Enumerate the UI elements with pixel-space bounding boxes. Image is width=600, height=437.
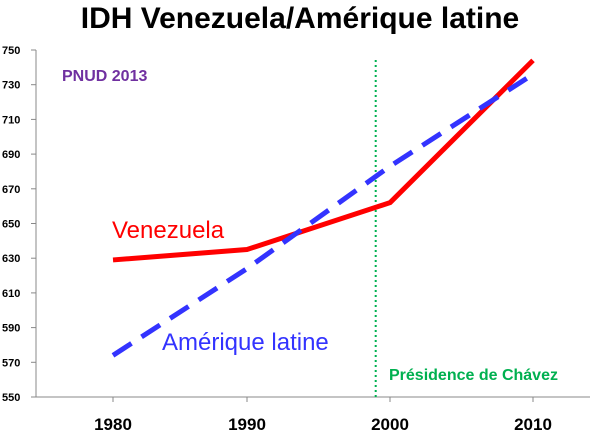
source-label: PNUD 2013 — [62, 68, 147, 85]
x-tick-label: 1990 — [228, 415, 266, 434]
y-tick-label: 710 — [2, 114, 20, 126]
y-tick-label: 670 — [2, 184, 20, 196]
series-line-amerique-latine — [111, 72, 535, 358]
y-tick-label: 650 — [2, 219, 20, 231]
y-tick-group: 550 570 590 610 630 650 670 690 710 730 750 — [2, 45, 36, 404]
chavez-presidency-label: Présidence de Chávez — [389, 367, 558, 384]
x-tick-label: 2000 — [371, 415, 409, 434]
y-tick-label: 750 — [2, 45, 20, 57]
y-tick-label: 630 — [2, 253, 20, 265]
y-tick-label: 590 — [2, 323, 20, 335]
y-tick-label: 610 — [2, 288, 20, 300]
x-tick-label: 2010 — [514, 415, 552, 434]
series-label-amerique-latine: Amérique latine — [162, 329, 329, 356]
x-tick-group: 1980 1990 2000 2010 — [94, 397, 552, 434]
y-tick-label: 550 — [2, 392, 20, 404]
chart-title: IDH Venezuela/Amérique latine — [80, 2, 520, 35]
y-tick-label: 730 — [2, 80, 20, 92]
series-line-venezuela — [112, 58, 535, 263]
x-tick-label: 1980 — [94, 415, 132, 434]
series-label-venezuela: Venezuela — [112, 217, 225, 244]
y-tick-label: 570 — [2, 357, 20, 369]
y-tick-label: 690 — [2, 149, 20, 161]
